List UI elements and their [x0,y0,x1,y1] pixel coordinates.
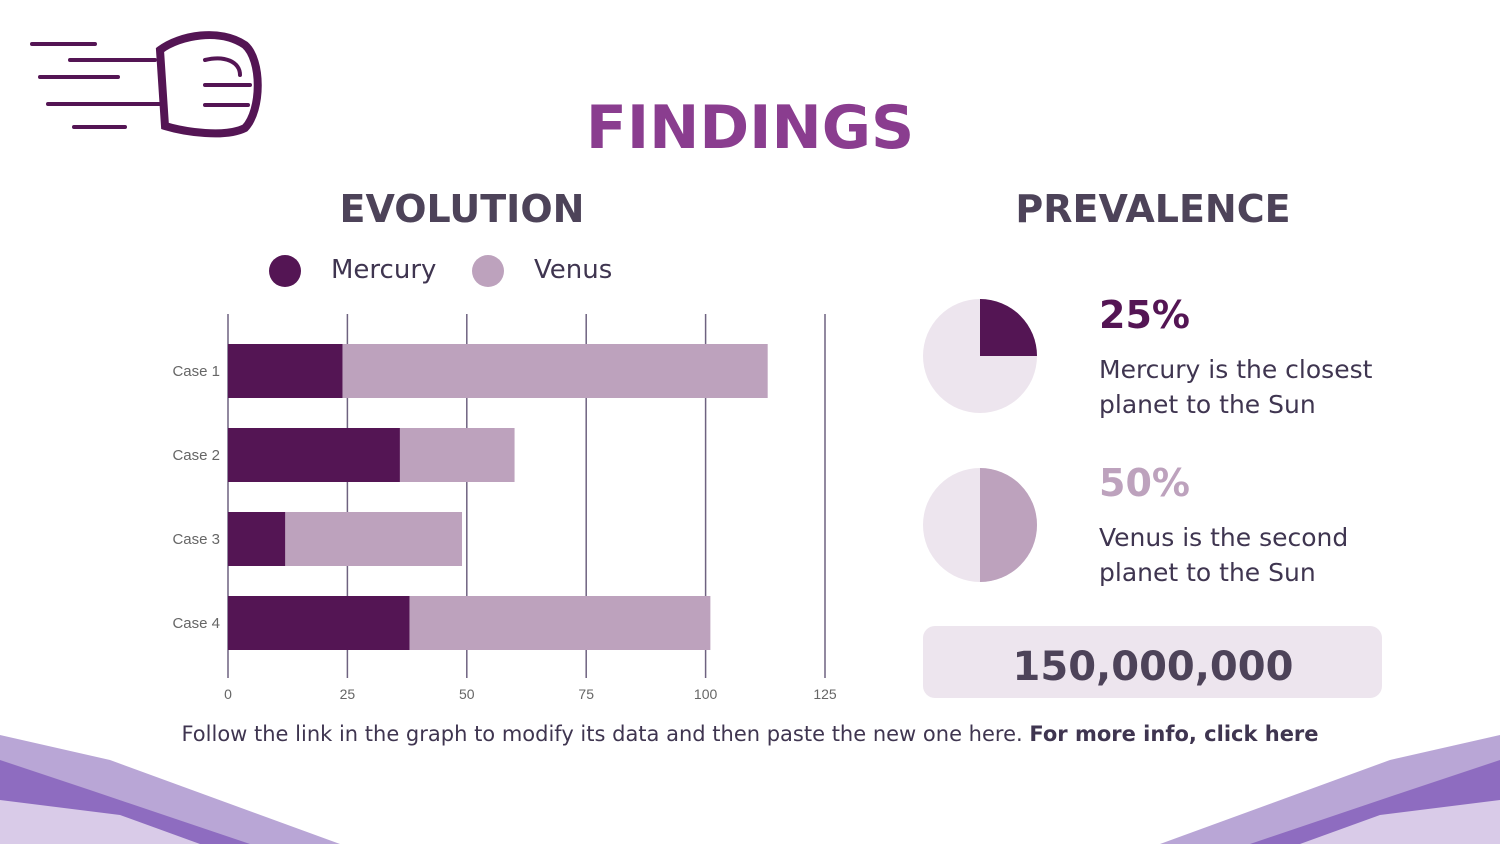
x-tick-label: 75 [578,686,594,702]
section-heading: PREVALENCE [1015,187,1290,231]
description: Venus is the second planet to the Sun [1099,523,1349,587]
bar-segment [228,596,410,650]
legend-label: Mercury [331,255,436,285]
bar-segment [228,428,400,482]
info-link[interactable]: For more info, click here [1029,722,1319,746]
pie-value-label: 25% [1099,293,1190,337]
y-tick-label: Case 3 [172,531,220,548]
bar-segment [342,344,768,398]
bar-segment [399,428,515,482]
y-tick-label: Case 4 [172,615,220,632]
bar-segment [285,512,463,566]
y-tick-label: Case 2 [172,447,220,464]
footer-text: Follow the link in the graph to modify i… [181,722,1023,746]
y-tick-label: Case 1 [172,363,220,380]
bar-segment [228,512,286,566]
section-heading: EVOLUTION [340,187,585,231]
decoration [0,31,1500,844]
total-value: 150,000,000 [1013,644,1294,690]
bar-segment [228,344,343,398]
title: FINDINGS [586,93,914,163]
pie-slice [980,468,1037,582]
pie-value-label: 50% [1099,461,1190,505]
legend-label: Venus [534,255,612,285]
x-tick-label: 50 [459,686,475,702]
legend-swatch [472,255,504,287]
x-tick-label: 125 [813,686,837,702]
legend-swatch [269,255,301,287]
x-tick-label: 25 [340,686,356,702]
x-tick-label: 0 [224,686,232,702]
bar-segment [409,596,711,650]
total-box [923,626,1382,698]
x-tick-label: 100 [694,686,718,702]
description: Mercury is the closest planet to the Sun [1099,355,1373,419]
footer: Follow the link in the graph to modify i… [0,722,1500,746]
pie-slice [980,299,1037,356]
